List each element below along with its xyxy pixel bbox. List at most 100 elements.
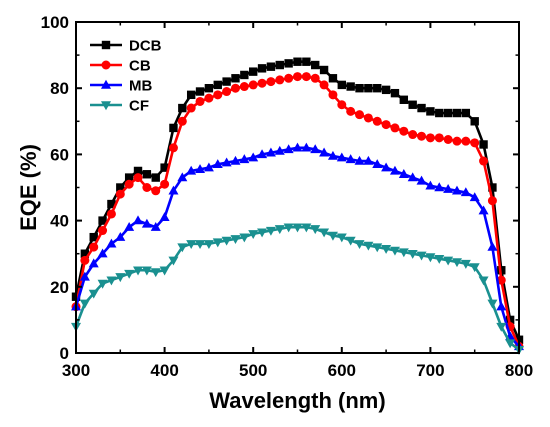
data-point-mb [141, 218, 152, 228]
legend-marker-mb [101, 79, 111, 89]
data-point-cb [372, 116, 382, 126]
data-point-mb [363, 155, 374, 165]
data-point-cb [204, 93, 214, 103]
x-tick-label: 600 [328, 361, 356, 380]
y-tick-label: 20 [50, 278, 69, 297]
data-point-mb [79, 271, 90, 281]
data-point-dcb [452, 108, 462, 118]
data-point-cf [283, 223, 294, 233]
data-point-mb [265, 147, 276, 157]
y-tick-label: 80 [50, 79, 69, 98]
data-point-dcb [133, 166, 143, 176]
data-point-cf [443, 256, 454, 266]
y-tick-label: 60 [50, 145, 69, 164]
series-line-cb [74, 75, 521, 347]
data-point-cf [186, 240, 197, 249]
data-point-cf [195, 240, 206, 249]
data-point-dcb [337, 80, 346, 90]
data-point-cb [479, 156, 489, 166]
data-point-cf [292, 223, 303, 233]
data-point-cf [354, 240, 365, 249]
data-point-cb [355, 110, 365, 120]
data-point-dcb [142, 170, 152, 179]
data-point-cb [222, 87, 232, 97]
data-point-cf [496, 322, 507, 332]
data-point-mb [115, 231, 126, 241]
data-point-cf [239, 233, 250, 243]
data-point-cb [434, 133, 444, 143]
data-point-cf [416, 251, 427, 261]
data-point-mb [354, 155, 365, 165]
data-point-cf [327, 231, 338, 241]
data-point-cb [160, 179, 170, 189]
data-point-cb [133, 173, 143, 183]
data-point-mb [203, 162, 214, 172]
data-point-dcb [266, 62, 276, 71]
data-point-cb [381, 120, 391, 130]
data-point-dcb [89, 232, 98, 242]
data-point-cb [319, 80, 329, 90]
data-point-dcb [275, 60, 284, 70]
data-point-cb [461, 136, 471, 146]
legend-label-cf: CF [129, 98, 149, 115]
data-point-cf [460, 259, 471, 269]
x-tick-label: 500 [239, 361, 267, 380]
data-point-dcb [328, 74, 338, 83]
data-point-dcb [204, 84, 214, 93]
y-tick-label: 100 [41, 13, 69, 32]
axes-layer: 300 400 500 600 700 800 0 20 40 60 80 100 Wavelength… [16, 13, 533, 413]
data-point-dcb [443, 108, 453, 118]
data-point-cf [203, 240, 214, 249]
data-point-cb [186, 103, 196, 113]
data-point-cb [168, 143, 178, 153]
data-point-dcb [293, 57, 302, 66]
data-point-cf [310, 225, 321, 235]
data-point-cb [89, 242, 99, 252]
data-point-cb [106, 209, 116, 219]
data-point-cf [248, 230, 259, 240]
data-point-dcb [364, 84, 373, 93]
data-point-cf [381, 245, 392, 254]
data-point-mb [469, 192, 480, 202]
data-point-mb [88, 258, 99, 268]
data-point-cf [150, 268, 161, 278]
data-point-cf [97, 279, 108, 289]
data-point-cb [142, 183, 152, 192]
data-point-dcb [390, 88, 400, 98]
x-tick-label: 700 [416, 361, 444, 380]
data-point-dcb [231, 74, 240, 83]
legend-item-mb: MB [90, 78, 152, 95]
data-point-cb [452, 136, 462, 146]
data-point-mb [133, 215, 144, 225]
data-point-dcb [435, 108, 444, 118]
data-point-cb [310, 73, 320, 83]
data-point-mb [168, 185, 179, 195]
data-point-mb [381, 162, 392, 172]
data-point-mb [416, 175, 427, 185]
data-point-cb [80, 255, 90, 265]
data-point-cb [417, 131, 427, 141]
series-cf [71, 223, 524, 355]
data-point-mb [221, 157, 232, 167]
data-point-cf [221, 236, 232, 246]
data-point-dcb [160, 163, 169, 172]
data-point-dcb [373, 84, 382, 93]
data-point-mb [177, 172, 188, 182]
data-point-cb [408, 130, 418, 140]
data-point-dcb [381, 85, 391, 95]
data-point-mb [496, 301, 507, 311]
data-point-cb [230, 83, 240, 93]
data-point-mb [443, 183, 454, 193]
data-point-mb [478, 205, 489, 215]
data-point-cf [451, 258, 462, 268]
data-point-cb [115, 189, 125, 199]
data-point-dcb [346, 82, 355, 91]
data-point-mb [407, 172, 418, 182]
data-point-mb [345, 154, 356, 164]
data-point-dcb [169, 123, 178, 133]
data-point-cb [151, 186, 161, 196]
data-point-cf [159, 266, 170, 276]
data-point-mb [186, 165, 197, 175]
data-point-cb [275, 75, 285, 85]
data-point-dcb [124, 173, 134, 182]
